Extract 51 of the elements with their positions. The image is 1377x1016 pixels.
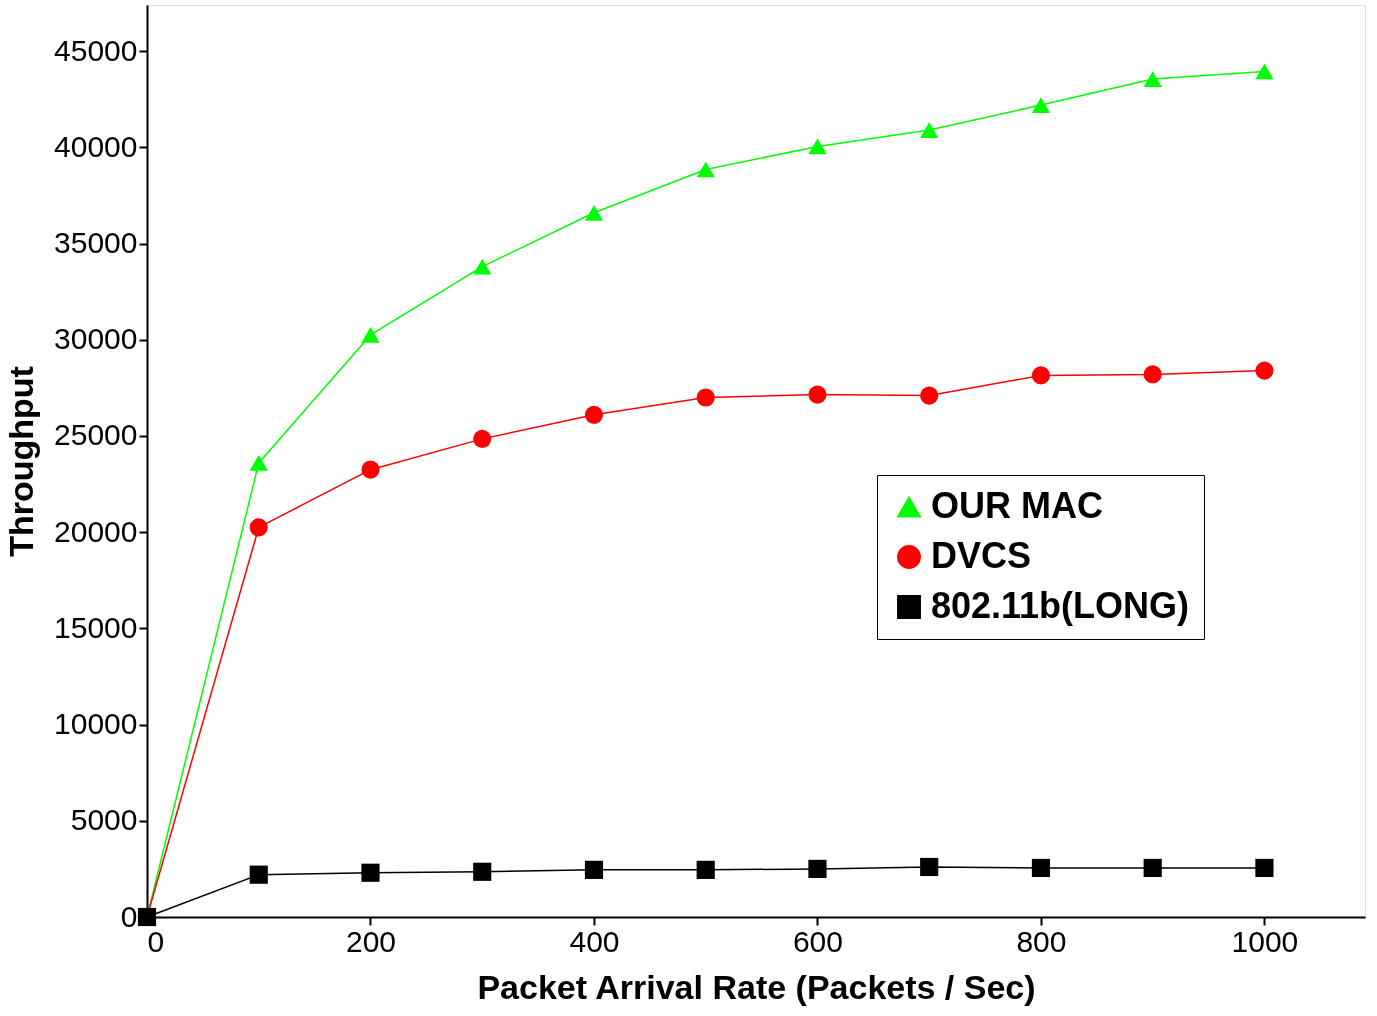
x-axis-title: Packet Arrival Rate (Packets / Sec)	[477, 967, 1036, 1006]
point	[920, 122, 939, 138]
y-tick-label: 10000	[54, 707, 138, 741]
point	[920, 857, 939, 877]
point	[696, 860, 715, 879]
y-axis-title: Throughput	[2, 366, 41, 557]
point	[1255, 858, 1274, 878]
point	[249, 455, 268, 471]
legend-label: OUR MAC	[931, 485, 1103, 526]
point	[696, 161, 715, 178]
y-tick-label: 40000	[54, 129, 138, 163]
x-tick-label: 200	[345, 924, 397, 958]
point	[1255, 361, 1274, 380]
x-tick-label: 1000	[1231, 924, 1299, 958]
point	[361, 863, 380, 882]
y-tick-label: 30000	[54, 322, 138, 356]
point	[473, 862, 492, 881]
point	[808, 859, 827, 878]
point	[584, 204, 604, 221]
point	[808, 138, 827, 155]
point	[584, 405, 604, 424]
point	[473, 258, 492, 275]
point	[808, 385, 827, 404]
point	[1255, 63, 1274, 80]
point	[1031, 97, 1051, 113]
x-tick-label: 800	[1016, 924, 1067, 958]
point	[473, 429, 492, 448]
point	[696, 388, 715, 407]
x-tick-label: 600	[792, 924, 843, 958]
y-tick-label: 20000	[54, 514, 138, 548]
y-tick-label: 15000	[54, 610, 138, 644]
x-tick-label: 400	[569, 924, 620, 958]
point	[249, 865, 268, 884]
y-tick-label: 0	[120, 899, 138, 933]
point	[1143, 71, 1162, 87]
legend-label: 802.11b(LONG)	[931, 585, 1190, 626]
point	[1143, 365, 1162, 384]
point	[361, 460, 380, 479]
legend-label: DVCS	[931, 535, 1032, 576]
y-tick-label: 25000	[54, 418, 138, 452]
point	[1031, 366, 1051, 385]
y-tick-label: 45000	[54, 33, 138, 67]
point	[584, 860, 604, 879]
y-tick-label: 35000	[54, 226, 138, 260]
point	[1143, 858, 1162, 878]
point	[249, 518, 268, 537]
point	[1031, 858, 1051, 878]
point	[920, 386, 939, 405]
x-tick-label: 0	[147, 924, 165, 958]
y-tick-label: 5000	[70, 803, 138, 837]
point	[361, 327, 380, 343]
